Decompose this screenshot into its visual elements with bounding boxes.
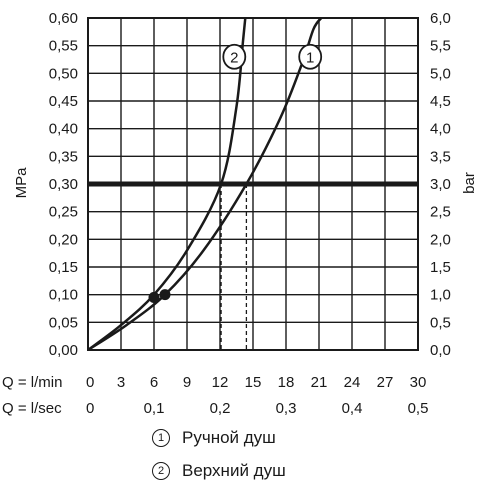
y-tick-right: 5,5 [430,38,451,55]
tick-labels: 0,000,050,100,150,200,250,300,350,400,45… [2,10,451,417]
x-axis-title-row-2: Q = l/sec [2,400,62,417]
marker-2 [148,291,160,303]
y-tick-left: 0,50 [49,65,78,82]
y-tick-left: 0,35 [49,148,78,165]
grid [88,18,418,350]
x-tick-row-1: 6 [150,374,158,391]
plot-frame [87,17,419,351]
x-tick-row-1: 21 [311,374,328,391]
curve-label-circle-2 [222,43,247,70]
y-tick-left: 0,25 [49,204,78,221]
y-tick-right: 0,5 [430,314,451,331]
y-tick-right: 5,0 [430,65,451,82]
y-tick-right: 4,5 [430,93,451,110]
legend-number-2: 2 [152,462,170,480]
plot-border [87,17,419,351]
x-axis-title-row-1: Q = l/min [2,374,62,391]
x-tick-row-2: 0 [86,400,94,417]
y-tick-right: 3,0 [430,176,451,193]
legend-label-1: Ручной душ [182,428,276,447]
curve-2 [87,17,247,351]
curves: 12 [87,17,323,352]
legend-item-2: 2 Верхний душ [152,461,286,481]
y-tick-left: 0,60 [49,10,78,27]
x-tick-row-2: 0,3 [276,400,297,417]
y-axis-title-left: MPa [13,167,30,199]
x-tick-row-2: 0,2 [210,400,231,417]
y-tick-left: 0,15 [49,259,78,276]
y-tick-right: 1,0 [430,287,451,304]
y-axis-title-right: bar [461,172,478,194]
y-tick-right: 6,0 [430,10,451,27]
y-tick-right: 1,5 [430,259,451,276]
y-tick-left: 0,40 [49,121,78,138]
y-tick-left: 0,55 [49,38,78,55]
x-tick-row-1: 0 [86,374,94,391]
y-tick-left: 0,30 [49,176,78,193]
legend-label-2: Верхний душ [182,461,286,480]
x-tick-row-1: 3 [117,374,125,391]
x-tick-row-1: 9 [183,374,191,391]
curve-label-1: 1 [306,50,314,67]
legend-item-1: 1 Ручной душ [152,428,276,448]
x-tick-row-1: 27 [377,374,394,391]
y-tick-right: 4,0 [430,121,451,138]
curve-1 [87,17,323,352]
x-tick-row-2: 0,1 [144,400,165,417]
x-tick-row-2: 0,4 [342,400,363,417]
y-tick-left: 0,05 [49,314,78,331]
y-tick-left: 0,00 [49,342,78,359]
marker-1 [159,289,171,301]
y-tick-right: 2,5 [430,204,451,221]
x-tick-row-1: 24 [344,374,361,391]
y-tick-left: 0,45 [49,93,78,110]
curve-label-circle-1 [298,43,323,70]
y-tick-right: 3,5 [430,148,451,165]
y-tick-right: 2,0 [430,231,451,248]
x-tick-row-1: 18 [278,374,295,391]
y-tick-right: 0,0 [430,342,451,359]
x-tick-row-1: 12 [212,374,229,391]
curve-label-2: 2 [230,50,238,67]
x-tick-row-2: 0,5 [408,400,429,417]
x-tick-row-1: 15 [245,374,262,391]
y-tick-left: 0,20 [49,231,78,248]
x-tick-row-1: 30 [410,374,427,391]
legend-number-1: 1 [152,429,170,447]
y-tick-left: 0,10 [49,287,78,304]
